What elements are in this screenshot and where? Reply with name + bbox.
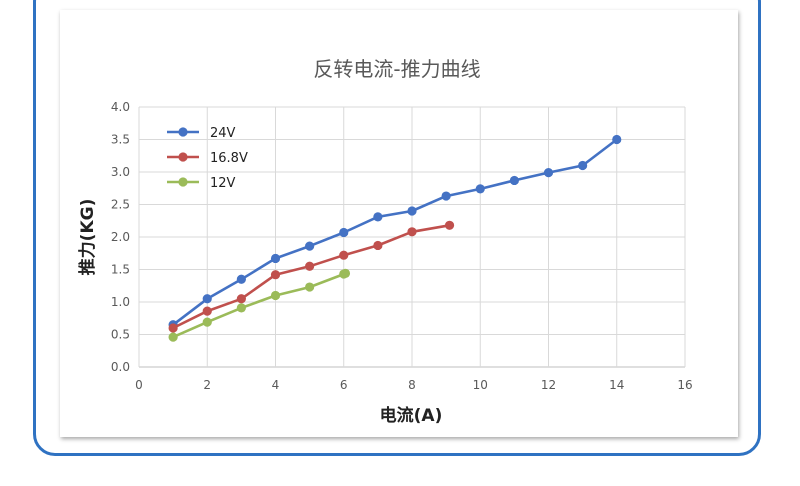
data-point <box>168 332 178 342</box>
data-point <box>305 241 315 251</box>
data-point <box>407 206 417 216</box>
legend-label: 16.8V <box>210 151 248 166</box>
chart-card <box>60 10 738 437</box>
y-tick-labels: 0.0 0.5 1.0 1.5 2.0 2.5 3.0 3.5 4.0 <box>111 100 130 374</box>
data-point <box>339 227 349 238</box>
data-point <box>270 290 281 301</box>
legend-item: 12V <box>167 176 236 191</box>
x-tick-label: 6 <box>340 378 348 392</box>
data-point <box>543 168 554 178</box>
legend-item: 16.8V <box>167 151 248 166</box>
x-tick-label: 2 <box>203 378 211 392</box>
x-tick-label: 12 <box>541 378 556 392</box>
data-point <box>339 250 349 260</box>
data-point <box>509 175 519 186</box>
data-point <box>475 184 485 194</box>
data-point <box>441 191 451 201</box>
x-tick-label: 16 <box>677 378 692 392</box>
data-point <box>270 253 281 264</box>
data-point <box>236 303 246 313</box>
series-layer <box>168 134 622 342</box>
x-tick-label: 0 <box>135 378 143 392</box>
y-tick-label: 0.5 <box>111 328 130 342</box>
legend-label: 24V <box>210 126 236 141</box>
x-tick-label: 8 <box>408 378 416 392</box>
y-tick-label: 3.0 <box>111 165 130 179</box>
grid <box>138 106 686 368</box>
data-point <box>270 270 281 280</box>
y-tick-label: 0.0 <box>111 360 130 374</box>
chart-title: 反转电流-推力曲线 <box>313 57 480 81</box>
y-tick-label: 1.0 <box>111 295 130 309</box>
data-point <box>305 282 315 292</box>
data-point <box>340 268 351 278</box>
y-tick-label: 2.0 <box>111 230 130 244</box>
data-point <box>578 160 588 171</box>
legend-marker <box>178 127 188 137</box>
series-2 <box>168 268 351 342</box>
x-tick-labels: 0 2 4 6 8 10 12 14 16 <box>135 378 692 392</box>
x-tick-label: 4 <box>272 378 280 392</box>
data-point <box>202 317 212 327</box>
data-point <box>236 274 246 284</box>
data-point <box>236 294 246 304</box>
y-tick-label: 1.5 <box>111 263 130 277</box>
series-0 <box>168 134 622 330</box>
x-tick-label: 14 <box>609 378 624 392</box>
series-line <box>172 224 450 330</box>
data-point <box>373 212 383 222</box>
y-axis-title: 推力(KG) <box>77 199 98 276</box>
data-point <box>373 240 383 251</box>
x-axis-title: 电流(A) <box>380 405 443 426</box>
data-point <box>305 261 315 271</box>
legend-marker <box>178 177 188 187</box>
series-1 <box>168 220 455 333</box>
legend: 24V 16.8V 12V <box>167 126 248 191</box>
legend-item: 24V <box>167 126 236 141</box>
legend-label: 12V <box>210 176 236 191</box>
y-tick-label: 3.5 <box>111 133 130 147</box>
y-tick-label: 2.5 <box>111 198 130 212</box>
data-point <box>202 306 212 316</box>
data-point <box>444 220 455 230</box>
data-point <box>407 227 417 237</box>
data-point <box>612 134 622 145</box>
legend-marker <box>178 152 188 162</box>
data-point <box>202 294 212 304</box>
x-tick-label: 10 <box>473 378 488 392</box>
y-tick-label: 4.0 <box>111 100 130 114</box>
data-point <box>168 323 178 333</box>
series-line <box>172 138 618 326</box>
